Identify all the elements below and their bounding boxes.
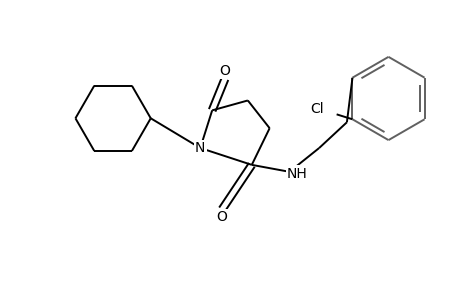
Text: O: O [216, 210, 227, 224]
Text: O: O [219, 64, 230, 78]
Text: N: N [195, 141, 205, 155]
Text: Cl: Cl [309, 102, 323, 116]
Text: NH: NH [286, 167, 307, 181]
